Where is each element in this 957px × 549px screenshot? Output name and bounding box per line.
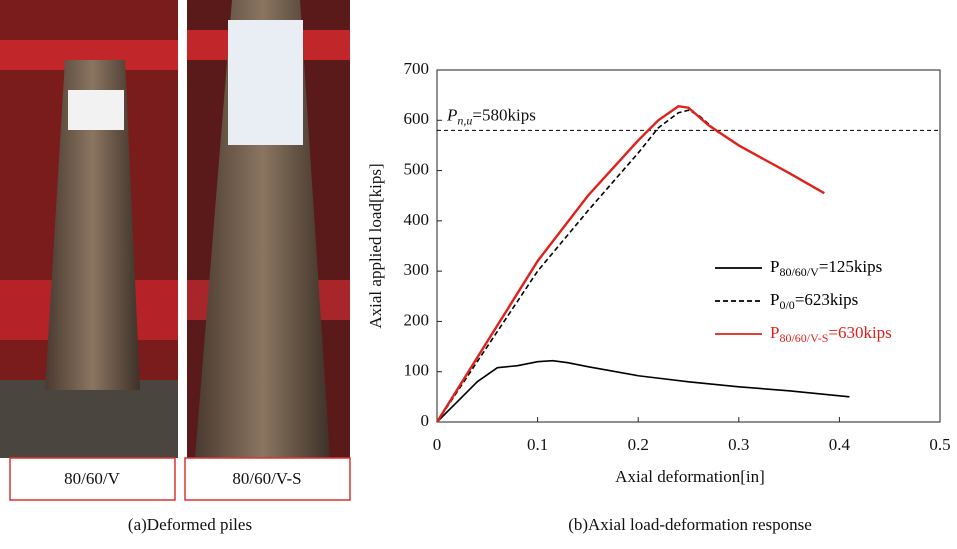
legend-sub: 80/60/V-S [779, 331, 828, 345]
reference-label: Pn,u=580kips [446, 105, 536, 127]
photo-right [187, 0, 350, 458]
x-tick-label: 0 [433, 435, 442, 454]
reference-label-suffix: =580kips [472, 105, 535, 124]
legend-sub: 0/0 [779, 298, 794, 312]
y-tick-label: 500 [404, 159, 430, 178]
y-tick-label: 300 [404, 260, 430, 279]
legend-suffix: =623kips [795, 290, 858, 309]
y-tick-label: 700 [404, 59, 430, 78]
x-tick-label: 0.3 [728, 435, 749, 454]
x-axis-title: Axial deformation[in] [615, 467, 765, 486]
reference-label-sub: n,u [457, 113, 472, 127]
series-line [436, 359, 850, 423]
caption: (a)Deformed piles [128, 515, 252, 534]
legend-label: P80/60/V=125kips [770, 257, 882, 279]
legend-name: P [770, 323, 779, 342]
legend-suffix: =630kips [828, 323, 891, 342]
photo-label-box [9, 457, 176, 501]
x-tick-label: 0.4 [829, 435, 851, 454]
reference-label-main: P [446, 105, 457, 124]
series-line [436, 109, 720, 423]
series-line [435, 104, 825, 423]
y-axis-title: Axial applied load[kips] [366, 163, 385, 328]
photo-label-box [184, 457, 351, 501]
plot-frame [436, 69, 941, 423]
y-tick-label: 100 [404, 361, 430, 380]
legend-suffix: =125kips [819, 257, 882, 276]
legend-sub: 80/60/V [779, 265, 819, 279]
legend-label: P80/60/V-S=630kips [770, 323, 892, 345]
photo-left [0, 0, 178, 458]
y-tick-label: 200 [404, 310, 430, 329]
caption: (b)Axial load-deformation response [568, 515, 812, 534]
y-tick-label: 0 [421, 411, 430, 430]
legend-name: P [770, 290, 779, 309]
legend-label: P0/0=623kips [770, 290, 858, 312]
y-tick-label: 600 [404, 109, 430, 128]
photo-label: 80/60/V-S [232, 469, 301, 488]
photo-label: 80/60/V [64, 469, 120, 488]
x-tick-label: 0.1 [527, 435, 548, 454]
y-tick-label: 400 [404, 210, 430, 229]
x-tick-label: 0.5 [929, 435, 950, 454]
x-tick-label: 0.2 [628, 435, 649, 454]
legend-name: P [770, 257, 779, 276]
